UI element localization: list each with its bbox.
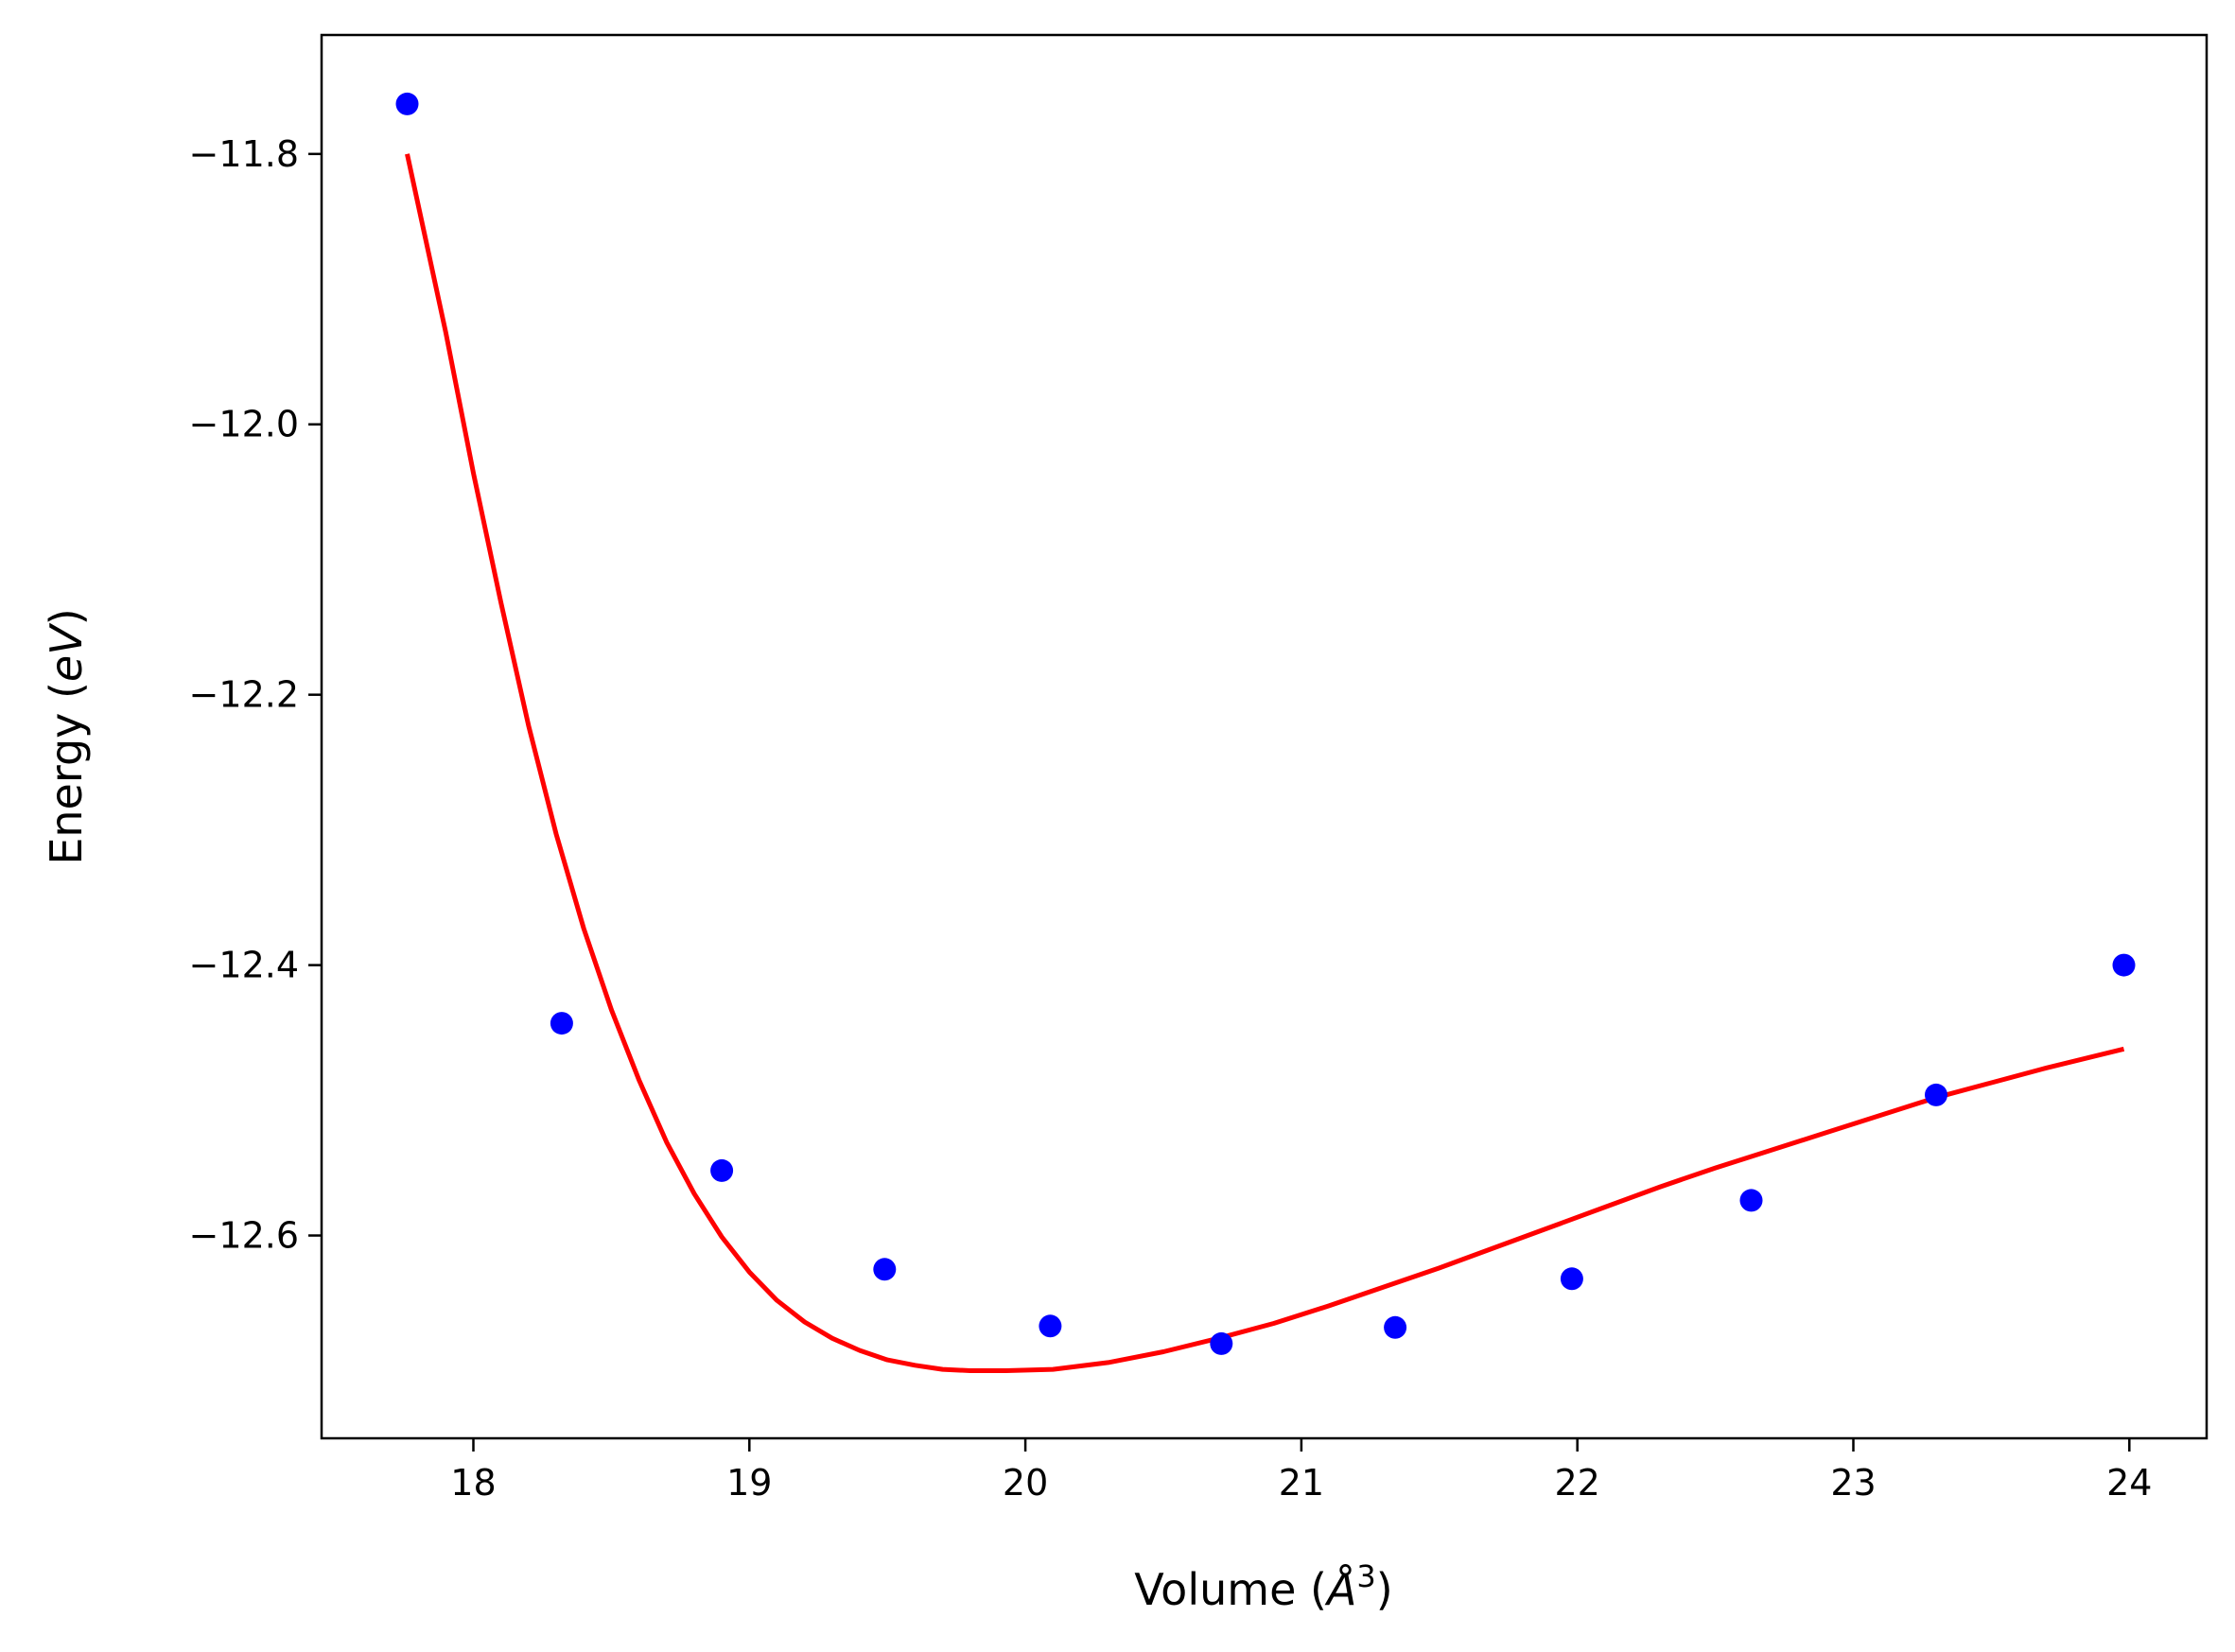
x-tick-label: 18 — [450, 1462, 496, 1504]
data-point — [1925, 1083, 1947, 1106]
x-axis-label: Volume (Å3) — [1134, 1558, 1392, 1615]
data-point — [550, 1012, 573, 1035]
data-point — [2112, 953, 2136, 977]
plot-frame — [320, 33, 2209, 1440]
x-axis: 18 19 20 21 22 23 24 — [450, 1438, 2152, 1504]
y-axis-label: Energy (eV) — [41, 608, 92, 864]
y-tick-label: −12.6 — [189, 1215, 299, 1257]
plot-area — [322, 35, 2207, 1438]
x-tick-label: 19 — [726, 1462, 772, 1504]
x-tick-label: 23 — [1830, 1462, 1876, 1504]
x-tick-label: 22 — [1555, 1462, 1600, 1504]
fit-curve — [405, 153, 2125, 1373]
x-tick-label: 20 — [1003, 1462, 1048, 1504]
data-point — [1560, 1267, 1583, 1291]
y-tick-label: −11.8 — [189, 133, 299, 175]
y-tick-label: −12.0 — [189, 404, 299, 445]
y-tick-label: −12.4 — [189, 945, 299, 986]
y-axis: −11.8 −12.0 −12.2 −12.4 −12.6 — [189, 133, 322, 1257]
x-tick-label: 24 — [2106, 1462, 2152, 1504]
data-point — [395, 92, 419, 115]
y-tick-label: −12.2 — [189, 674, 299, 716]
data-point — [1384, 1315, 1407, 1339]
data-point — [710, 1158, 734, 1182]
x-tick-label: 21 — [1279, 1462, 1324, 1504]
data-point — [873, 1258, 897, 1281]
data-point — [1039, 1314, 1062, 1338]
series-layer — [395, 92, 2136, 1373]
data-point — [1210, 1331, 1233, 1355]
data-point — [1739, 1189, 1763, 1212]
